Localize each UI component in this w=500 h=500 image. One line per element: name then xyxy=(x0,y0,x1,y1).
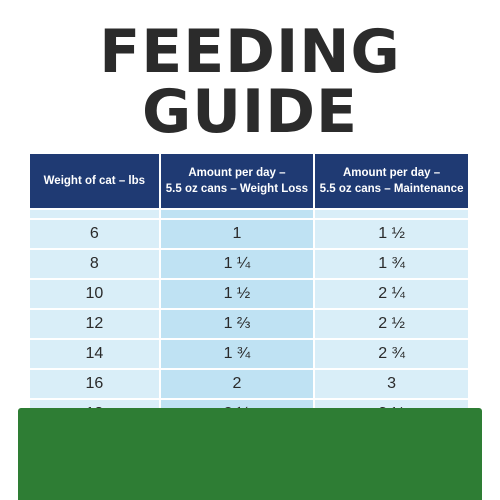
table-row: 14 1 ¾ 2 ¾ xyxy=(28,338,470,370)
cell-weight-loss: 1 ⅔ xyxy=(158,308,316,340)
table-spacer-row xyxy=(28,209,470,220)
cell-maintenance: 3 xyxy=(313,368,470,400)
cell-maintenance: 1 ¾ xyxy=(313,248,470,280)
cell-weight-loss: 2 xyxy=(158,368,316,400)
cell-weight: 10 xyxy=(28,278,161,310)
header-maintenance: Amount per day – 5.5 oz cans – Maintenan… xyxy=(313,152,470,210)
table-row: 8 1 ¼ 1 ¾ xyxy=(28,248,470,280)
footer-green-band xyxy=(18,408,482,500)
cell-weight: 14 xyxy=(28,338,161,370)
cell-weight: 12 xyxy=(28,308,161,340)
spacer-cell xyxy=(28,209,161,220)
spacer-cell xyxy=(313,209,470,220)
cell-weight-loss: 1 xyxy=(158,218,316,250)
header-weight-label: Weight of cat – lbs xyxy=(43,175,146,187)
table-row: 6 1 1 ½ xyxy=(28,218,470,250)
cell-weight-loss: 1 ¾ xyxy=(158,338,316,370)
header-maintenance-line1: Amount per day – xyxy=(343,167,441,179)
header-weight-loss: Amount per day – 5.5 oz cans – Weight Lo… xyxy=(158,152,316,210)
cell-maintenance: 2 ¾ xyxy=(313,338,470,370)
cell-maintenance: 2 ¼ xyxy=(313,278,470,310)
page-title-line1: FEEDING xyxy=(99,17,401,87)
header-maintenance-line2: 5.5 oz cans – Maintenance xyxy=(319,183,464,195)
cell-maintenance: 2 ½ xyxy=(313,308,470,340)
header-weight-loss-line2: 5.5 oz cans – Weight Loss xyxy=(165,183,309,195)
feeding-table: Weight of cat – lbs Amount per day – 5.5… xyxy=(28,152,470,430)
cell-weight-loss: 1 ½ xyxy=(158,278,316,310)
cell-weight: 8 xyxy=(28,248,161,280)
cell-weight: 16 xyxy=(28,368,161,400)
header-weight-loss-line1: Amount per day – xyxy=(188,167,286,179)
table-row: 12 1 ⅔ 2 ½ xyxy=(28,308,470,340)
cell-maintenance: 1 ½ xyxy=(313,218,470,250)
page-title-line2: GUIDE xyxy=(141,77,359,147)
header-weight: Weight of cat – lbs xyxy=(28,152,161,210)
cell-weight: 6 xyxy=(28,218,161,250)
table-row: 10 1 ½ 2 ¼ xyxy=(28,278,470,310)
table-row: 16 2 3 xyxy=(28,368,470,400)
table-header-row: Weight of cat – lbs Amount per day – 5.5… xyxy=(28,152,470,210)
spacer-cell xyxy=(158,209,316,220)
cell-weight-loss: 1 ¼ xyxy=(158,248,316,280)
